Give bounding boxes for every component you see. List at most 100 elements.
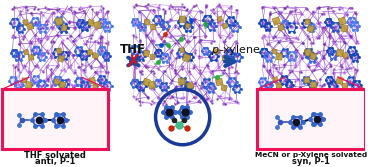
Bar — [214, 49, 219, 54]
Polygon shape — [287, 23, 296, 32]
Polygon shape — [233, 53, 242, 61]
Bar — [25, 81, 33, 89]
Polygon shape — [60, 52, 68, 59]
Polygon shape — [103, 53, 110, 60]
Polygon shape — [102, 22, 112, 31]
Polygon shape — [153, 16, 162, 24]
Bar — [185, 23, 191, 28]
Bar — [222, 23, 228, 29]
Polygon shape — [53, 114, 66, 126]
Polygon shape — [203, 16, 212, 24]
Bar — [276, 82, 282, 89]
Polygon shape — [280, 76, 289, 84]
Bar — [55, 17, 63, 26]
Polygon shape — [98, 76, 106, 83]
Polygon shape — [179, 107, 191, 117]
Text: ✗: ✗ — [126, 52, 141, 70]
Polygon shape — [137, 52, 145, 60]
Polygon shape — [308, 24, 315, 31]
Bar — [336, 77, 344, 85]
Polygon shape — [327, 48, 334, 54]
Polygon shape — [103, 82, 112, 90]
Bar — [180, 47, 184, 53]
Bar — [143, 50, 150, 57]
Polygon shape — [81, 82, 89, 89]
Polygon shape — [302, 20, 311, 27]
Polygon shape — [227, 78, 237, 86]
Bar — [342, 52, 349, 58]
Polygon shape — [160, 83, 168, 90]
Bar — [150, 24, 156, 30]
Polygon shape — [286, 82, 293, 88]
Polygon shape — [226, 17, 235, 25]
Polygon shape — [352, 81, 361, 89]
Polygon shape — [10, 19, 19, 27]
Polygon shape — [347, 18, 356, 26]
Polygon shape — [206, 84, 215, 92]
Polygon shape — [260, 49, 268, 56]
Polygon shape — [202, 48, 209, 54]
Bar — [222, 56, 228, 61]
Polygon shape — [132, 19, 139, 25]
Polygon shape — [287, 52, 296, 60]
Polygon shape — [161, 54, 169, 62]
Bar — [144, 19, 150, 25]
Polygon shape — [184, 23, 192, 31]
Polygon shape — [38, 25, 46, 32]
Polygon shape — [98, 47, 106, 54]
Polygon shape — [14, 52, 23, 60]
Polygon shape — [75, 78, 83, 85]
Polygon shape — [329, 51, 338, 59]
Text: MeCN or p-Xylene solvated: MeCN or p-Xylene solvated — [255, 152, 367, 158]
Bar — [311, 82, 317, 88]
Polygon shape — [38, 53, 46, 60]
Bar — [54, 79, 59, 84]
Bar — [22, 78, 26, 83]
Bar — [342, 83, 347, 89]
Bar — [93, 53, 99, 59]
Polygon shape — [226, 50, 233, 56]
Bar — [221, 85, 227, 91]
Bar — [278, 24, 284, 31]
Text: THF solvated: THF solvated — [24, 151, 86, 160]
Bar — [23, 20, 28, 25]
Polygon shape — [74, 47, 83, 55]
Polygon shape — [202, 79, 211, 87]
Polygon shape — [37, 81, 46, 89]
Polygon shape — [180, 78, 187, 85]
Polygon shape — [304, 49, 313, 57]
Polygon shape — [178, 18, 187, 26]
Polygon shape — [351, 22, 359, 30]
Text: anti, P-1: anti, P-1 — [35, 157, 75, 166]
Bar — [336, 49, 344, 57]
Polygon shape — [290, 117, 303, 127]
Polygon shape — [77, 20, 85, 27]
Polygon shape — [59, 24, 68, 32]
Bar — [182, 53, 191, 62]
Bar — [88, 19, 94, 26]
Polygon shape — [259, 20, 267, 26]
Bar — [143, 78, 150, 86]
Polygon shape — [31, 18, 39, 25]
Polygon shape — [98, 19, 107, 28]
Polygon shape — [230, 23, 240, 31]
Polygon shape — [163, 107, 175, 117]
Polygon shape — [186, 54, 193, 60]
Bar — [272, 49, 277, 54]
Bar — [304, 49, 311, 56]
Polygon shape — [265, 82, 272, 89]
Polygon shape — [328, 82, 338, 90]
Polygon shape — [161, 22, 169, 29]
Polygon shape — [138, 24, 146, 30]
Bar — [305, 19, 310, 24]
Polygon shape — [131, 80, 139, 87]
Bar — [178, 78, 185, 85]
Polygon shape — [17, 25, 24, 32]
Polygon shape — [54, 17, 64, 26]
Polygon shape — [136, 82, 146, 90]
Bar — [179, 16, 186, 23]
Polygon shape — [209, 53, 218, 60]
Bar — [307, 25, 314, 33]
Polygon shape — [265, 53, 273, 61]
Bar — [93, 84, 98, 89]
